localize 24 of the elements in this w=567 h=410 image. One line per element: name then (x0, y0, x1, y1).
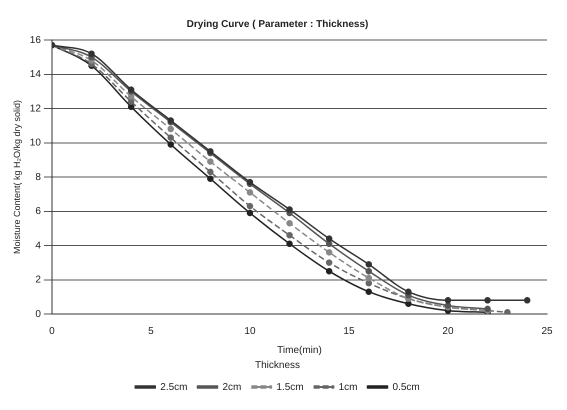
chart-title: Drying Curve ( Parameter : Thickness) (186, 18, 368, 30)
x-tick-label: 25 (541, 326, 553, 337)
y-tick-label: 14 (30, 69, 42, 80)
legend-label: 2.5cm (160, 382, 188, 393)
x-tick-label: 15 (343, 326, 355, 337)
x-axis-title: Time(min) (277, 344, 322, 356)
y-tick-label: 0 (35, 308, 42, 320)
y-axis-title: Moisture Content( kg H₂O/kg dry solid) (12, 100, 22, 254)
y-tick-label: 16 (30, 34, 42, 46)
y-tick-label: 2 (35, 274, 42, 286)
legend-title: Thickness (254, 360, 300, 371)
legend-label: 2cm (222, 382, 242, 393)
legend-label: 0.5cm (392, 382, 420, 393)
legend-label: 1cm (338, 382, 358, 393)
x-tick-label: 5 (148, 326, 154, 337)
y-tick-label: 8 (35, 172, 42, 183)
x-tick-label: 10 (244, 326, 256, 337)
x-tick-label: 0 (49, 326, 56, 337)
legend-label: 1.5cm (276, 382, 304, 393)
y-tick-label: 12 (30, 103, 42, 114)
y-tick-label: 10 (30, 138, 42, 148)
y-tick-label: 4 (35, 240, 42, 252)
y-tick-label: 6 (35, 206, 42, 217)
x-tick-label: 20 (442, 326, 454, 337)
